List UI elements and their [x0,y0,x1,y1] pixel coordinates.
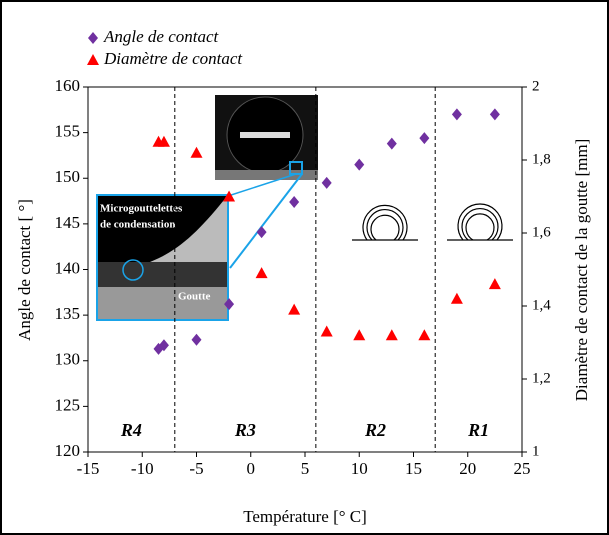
drop-schematic [352,203,513,241]
triangle-point [353,329,366,341]
y2-tick-label: 1,8 [532,151,551,167]
y-tick-label: 125 [55,395,81,414]
y2-axis-label: Diamètre de contact de la goutte [mm] [572,139,591,401]
zoom-inset [96,194,229,321]
diamond-point [321,176,332,189]
region-label: R4 [120,420,142,440]
region-label: R1 [467,420,489,440]
x-axis-label: Température [° C] [243,507,367,526]
x-tick-label: -10 [131,459,154,478]
diamond-point [419,132,430,145]
region-label: R3 [234,420,256,440]
y2-tick-label: 1,4 [532,297,551,313]
x-tick-label: -5 [189,459,203,478]
y-tick-label: 140 [55,258,81,277]
diamond-point [158,339,169,352]
y-tick-label: 155 [55,122,81,141]
y-tick-label: 130 [55,350,81,369]
diamond-point [386,137,397,150]
triangle-point [288,303,301,315]
triangle-point [190,146,203,158]
diamond-point [354,158,365,171]
diamond-point [489,108,500,121]
x-tick-label: 20 [459,459,476,478]
triangle-point [385,329,398,341]
diamond-point [451,108,462,121]
diamond-point [289,195,300,208]
region-label: R2 [364,420,386,440]
diamond-point [191,333,202,346]
drop-photo [215,95,318,180]
x-tick-label: 0 [247,459,256,478]
triangle-point [450,292,463,304]
zoom-arrow [229,173,303,269]
triangle-point [223,190,236,202]
inset-label: de condensation [100,219,176,231]
triangle-point [488,278,501,290]
legend-label: Diamètre de contact [103,49,243,68]
x-tick-label: 25 [514,459,531,478]
y2-tick-label: 1,6 [532,224,551,240]
triangle-point [418,329,431,341]
legend-label: Angle de contact [103,27,220,46]
diamond-point [256,226,267,239]
x-tick-label: 5 [301,459,310,478]
inset-label: Microgouttelettes [100,203,183,215]
x-tick-label: 15 [405,459,422,478]
diamond-point [88,32,98,44]
x-tick-label: 10 [351,459,368,478]
triangle-point [157,135,170,147]
y2-tick-label: 2 [532,78,540,94]
inset-label: Goutte [178,291,211,303]
y2-tick-label: 1 [532,443,540,459]
y-tick-label: 135 [55,304,81,323]
y-axis-label: Angle de contact [ °] [15,199,34,341]
triangle-point [320,325,333,337]
zoom-line [227,173,297,197]
triangle-point [255,267,268,279]
y-tick-label: 120 [55,441,81,460]
y-tick-label: 145 [55,213,81,232]
diamond-point [224,298,235,311]
y-tick-label: 150 [55,167,81,186]
y2-tick-label: 1,2 [532,370,551,386]
triangle-point [87,54,99,65]
x-tick-label: -15 [77,459,100,478]
y-tick-label: 160 [55,76,81,95]
